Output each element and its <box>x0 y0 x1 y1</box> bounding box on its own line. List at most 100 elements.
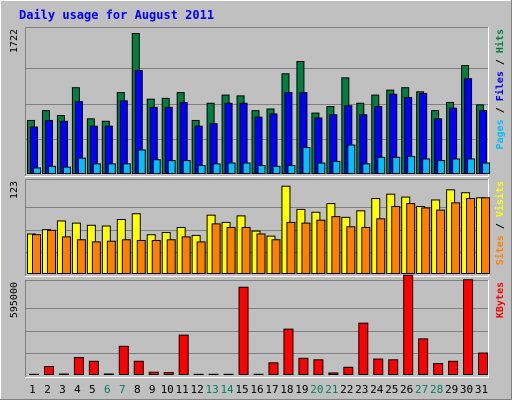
bar-sites-day-22 <box>346 226 356 274</box>
bar-pages-day-12 <box>197 164 206 174</box>
bar-files-day-17 <box>269 113 278 175</box>
bar-sites-day-29 <box>451 202 461 275</box>
bar-sites-day-13 <box>211 223 221 274</box>
x-tick-label-day-13: 13 <box>205 383 218 396</box>
bar-pages-day-10 <box>167 160 176 174</box>
bar-pages-day-19 <box>302 146 311 175</box>
bar-sites-day-9 <box>151 239 161 274</box>
bar-sites-day-5 <box>91 241 101 275</box>
x-tick-label-day-17: 17 <box>265 383 278 396</box>
x-tick-label-day-28: 28 <box>430 383 443 396</box>
bar-kbytes-day-26 <box>403 274 414 376</box>
x-tick-label-day-25: 25 <box>385 383 398 396</box>
bar-kbytes-day-22 <box>343 366 354 375</box>
x-tick-label-day-6: 6 <box>104 383 111 396</box>
bar-pages-day-30 <box>467 158 476 174</box>
bar-kbytes-day-8 <box>133 360 144 376</box>
legend-visits: Visits <box>494 181 506 217</box>
bar-sites-day-21 <box>331 216 341 274</box>
bar-sites-day-17 <box>271 239 281 275</box>
bar-kbytes-day-11 <box>178 334 189 375</box>
x-tick-label-day-24: 24 <box>370 383 384 396</box>
legend-hits: Hits <box>494 29 506 53</box>
bar-pages-day-4 <box>77 157 86 174</box>
axis-max-label: 595000 <box>9 282 20 318</box>
x-tick-label-day-21: 21 <box>325 383 338 396</box>
panel-legend: Pages / Files / Hits <box>494 29 506 149</box>
x-tick-label-day-20: 20 <box>310 383 323 396</box>
bar-sites-day-14 <box>226 226 236 275</box>
bar-pages-day-17 <box>272 165 281 174</box>
bar-sites-day-20 <box>316 219 326 274</box>
bar-pages-day-26 <box>407 155 416 175</box>
axis-max-label: 123 <box>9 181 20 199</box>
axis-max-label: 1722 <box>9 29 20 53</box>
bar-sites-day-11 <box>181 236 191 274</box>
x-tick-label-day-8: 8 <box>134 383 141 396</box>
bar-kbytes-day-27 <box>418 338 429 375</box>
bar-kbytes-day-24 <box>373 358 384 375</box>
x-tick-label-day-19: 19 <box>295 383 308 396</box>
bar-files-day-2 <box>44 119 53 175</box>
bar-sites-day-28 <box>436 209 446 274</box>
x-tick-label-day-1: 1 <box>29 383 36 396</box>
x-tick-label-day-14: 14 <box>220 383 234 396</box>
x-tick-label-day-12: 12 <box>191 383 204 396</box>
bar-pages-day-28 <box>437 160 446 174</box>
x-tick-label-day-22: 22 <box>340 383 353 396</box>
bar-pages-day-29 <box>452 158 461 174</box>
legend-sites: Sites <box>494 235 506 265</box>
chart-panel-1: 1722 Pages / Files / Hits <box>9 27 506 177</box>
bar-sites-day-8 <box>136 239 146 274</box>
bar-kbytes-day-10 <box>163 372 174 375</box>
x-tick-label-day-10: 10 <box>161 383 174 396</box>
panel-legend: KBytes <box>495 282 506 318</box>
bar-sites-day-2 <box>46 229 56 274</box>
bar-pages-day-7 <box>122 163 131 175</box>
bar-pages-day-22 <box>347 144 356 174</box>
bar-kbytes-day-28 <box>433 363 444 375</box>
chart-title: Daily usage for August 2011 <box>19 8 214 22</box>
bar-kbytes-day-20 <box>313 359 324 376</box>
bar-sites-day-31 <box>481 197 491 274</box>
x-tick-label-day-27: 27 <box>415 383 428 396</box>
bar-pages-day-16 <box>257 164 266 174</box>
bar-pages-day-11 <box>182 160 191 174</box>
bar-kbytes-day-30 <box>463 279 474 376</box>
bar-pages-day-13 <box>212 163 221 175</box>
bar-pages-day-27 <box>422 158 431 174</box>
bar-files-day-1 <box>30 126 38 174</box>
bar-pages-day-9 <box>152 159 161 174</box>
panel-legend: Sites / Visits <box>494 181 506 265</box>
bar-files-day-18 <box>284 92 293 174</box>
legend-files: Files <box>494 71 506 101</box>
bar-kbytes-day-31 <box>478 352 489 375</box>
legend-kbytes: KBytes <box>495 282 506 318</box>
bar-pages-day-24 <box>377 156 386 174</box>
bar-pages-day-3 <box>62 166 71 174</box>
bar-sites-day-10 <box>166 239 176 275</box>
bar-sites-day-25 <box>391 205 401 274</box>
x-tick-label-day-15: 15 <box>235 383 248 396</box>
bar-kbytes-day-9 <box>148 371 159 375</box>
legend-separator: / <box>495 53 506 71</box>
bar-pages-day-2 <box>47 165 56 174</box>
bar-sites-day-26 <box>406 203 416 274</box>
x-tick-label-day-23: 23 <box>355 383 368 396</box>
bar-files-day-7 <box>119 100 128 174</box>
bar-kbytes-day-15 <box>238 286 249 375</box>
x-tick-label-day-4: 4 <box>74 383 81 396</box>
bar-kbytes-day-5 <box>88 360 99 376</box>
x-tick-label-day-5: 5 <box>89 383 96 396</box>
chart-panel-3: 595000 KBytes <box>9 274 506 378</box>
bar-sites-day-19 <box>301 222 311 275</box>
bar-pages-day-31 <box>482 162 491 175</box>
bar-pages-day-8 <box>137 149 146 175</box>
x-tick-label-day-31: 31 <box>475 383 488 396</box>
bar-pages-day-14 <box>227 162 236 175</box>
bar-pages-day-20 <box>317 162 326 175</box>
bar-sites-day-15 <box>241 226 251 275</box>
bar-pages-day-5 <box>92 163 101 175</box>
